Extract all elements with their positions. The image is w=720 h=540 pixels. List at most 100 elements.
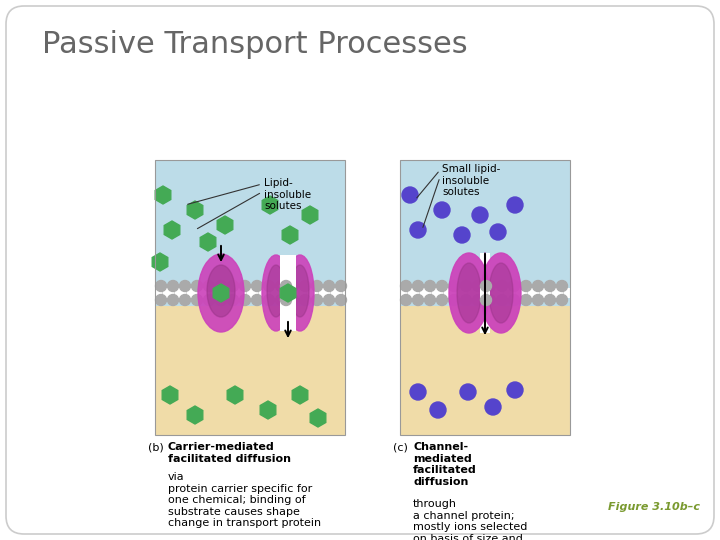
Ellipse shape: [267, 265, 285, 317]
Circle shape: [507, 382, 523, 398]
Text: (b): (b): [148, 442, 171, 452]
Circle shape: [251, 294, 263, 306]
Circle shape: [410, 222, 426, 238]
Circle shape: [336, 280, 346, 292]
Circle shape: [449, 294, 459, 306]
Polygon shape: [164, 221, 180, 239]
Circle shape: [533, 294, 544, 306]
Circle shape: [557, 294, 567, 306]
Circle shape: [425, 280, 436, 292]
Circle shape: [461, 294, 472, 306]
Circle shape: [276, 294, 287, 306]
Text: Passive Transport Processes: Passive Transport Processes: [42, 30, 467, 59]
Circle shape: [472, 207, 488, 223]
Ellipse shape: [291, 265, 309, 317]
Circle shape: [300, 294, 310, 306]
Circle shape: [521, 294, 531, 306]
Circle shape: [215, 294, 227, 306]
Circle shape: [480, 294, 492, 306]
Circle shape: [312, 280, 323, 292]
Bar: [400, 288, 570, 298]
Circle shape: [434, 202, 450, 218]
Circle shape: [485, 294, 495, 306]
Circle shape: [300, 280, 310, 292]
Text: Figure 3.10b–c: Figure 3.10b–c: [608, 502, 700, 512]
Circle shape: [430, 402, 446, 418]
Circle shape: [461, 280, 472, 292]
Circle shape: [490, 224, 506, 240]
Circle shape: [425, 294, 436, 306]
Text: via
protein carrier specific for
one chemical; binding of
substrate causes shape: via protein carrier specific for one che…: [168, 472, 321, 529]
Circle shape: [156, 280, 166, 292]
Circle shape: [336, 294, 346, 306]
Text: Lipid-
insoluble
solutes: Lipid- insoluble solutes: [264, 178, 311, 211]
Circle shape: [168, 280, 179, 292]
Bar: [480, 288, 490, 298]
Polygon shape: [228, 386, 243, 404]
Circle shape: [276, 280, 287, 292]
Circle shape: [436, 294, 448, 306]
Circle shape: [156, 294, 166, 306]
Circle shape: [508, 280, 520, 292]
Circle shape: [533, 280, 544, 292]
Circle shape: [215, 280, 227, 292]
Text: Carrier-mediated
facilitated diffusion: Carrier-mediated facilitated diffusion: [168, 442, 291, 464]
Polygon shape: [302, 206, 318, 224]
Bar: [155, 288, 345, 298]
Circle shape: [287, 280, 299, 292]
Polygon shape: [200, 233, 216, 251]
Circle shape: [544, 280, 556, 292]
Bar: [400, 160, 570, 306]
Circle shape: [204, 280, 215, 292]
Polygon shape: [260, 401, 276, 419]
Bar: [480, 253, 490, 333]
Circle shape: [402, 187, 418, 203]
Circle shape: [204, 294, 215, 306]
Circle shape: [264, 294, 274, 306]
Polygon shape: [292, 386, 307, 404]
Ellipse shape: [457, 263, 481, 323]
Circle shape: [508, 294, 520, 306]
Bar: [280, 288, 296, 298]
Polygon shape: [156, 186, 171, 204]
Bar: [400, 306, 570, 435]
Ellipse shape: [449, 253, 489, 333]
Circle shape: [192, 294, 202, 306]
Text: Small lipid-
insoluble
solutes: Small lipid- insoluble solutes: [442, 164, 500, 197]
Text: Channel-
mediated
facilitated
diffusion: Channel- mediated facilitated diffusion: [413, 442, 477, 487]
Ellipse shape: [207, 265, 235, 317]
Polygon shape: [280, 284, 296, 302]
Circle shape: [507, 197, 523, 213]
Circle shape: [400, 294, 412, 306]
Circle shape: [497, 280, 508, 292]
Circle shape: [240, 294, 251, 306]
Circle shape: [240, 280, 251, 292]
Bar: [400, 160, 570, 435]
Polygon shape: [162, 386, 178, 404]
Circle shape: [544, 294, 556, 306]
Text: through
a channel protein;
mostly ions selected
on basis of size and
charge: through a channel protein; mostly ions s…: [413, 499, 527, 540]
Circle shape: [472, 280, 484, 292]
Circle shape: [323, 294, 335, 306]
Bar: [280, 255, 296, 331]
Circle shape: [413, 294, 423, 306]
Ellipse shape: [198, 254, 244, 332]
Circle shape: [281, 294, 292, 306]
Circle shape: [472, 294, 484, 306]
Circle shape: [312, 294, 323, 306]
Bar: [155, 160, 345, 435]
Circle shape: [281, 280, 292, 292]
Circle shape: [323, 280, 335, 292]
Circle shape: [251, 280, 263, 292]
Circle shape: [287, 294, 299, 306]
Circle shape: [179, 294, 191, 306]
Circle shape: [460, 384, 476, 400]
Polygon shape: [282, 226, 298, 244]
Ellipse shape: [489, 263, 513, 323]
Bar: [155, 306, 345, 435]
Circle shape: [485, 399, 501, 415]
Circle shape: [521, 280, 531, 292]
Polygon shape: [262, 196, 278, 214]
Text: (c): (c): [393, 442, 415, 452]
Circle shape: [557, 280, 567, 292]
